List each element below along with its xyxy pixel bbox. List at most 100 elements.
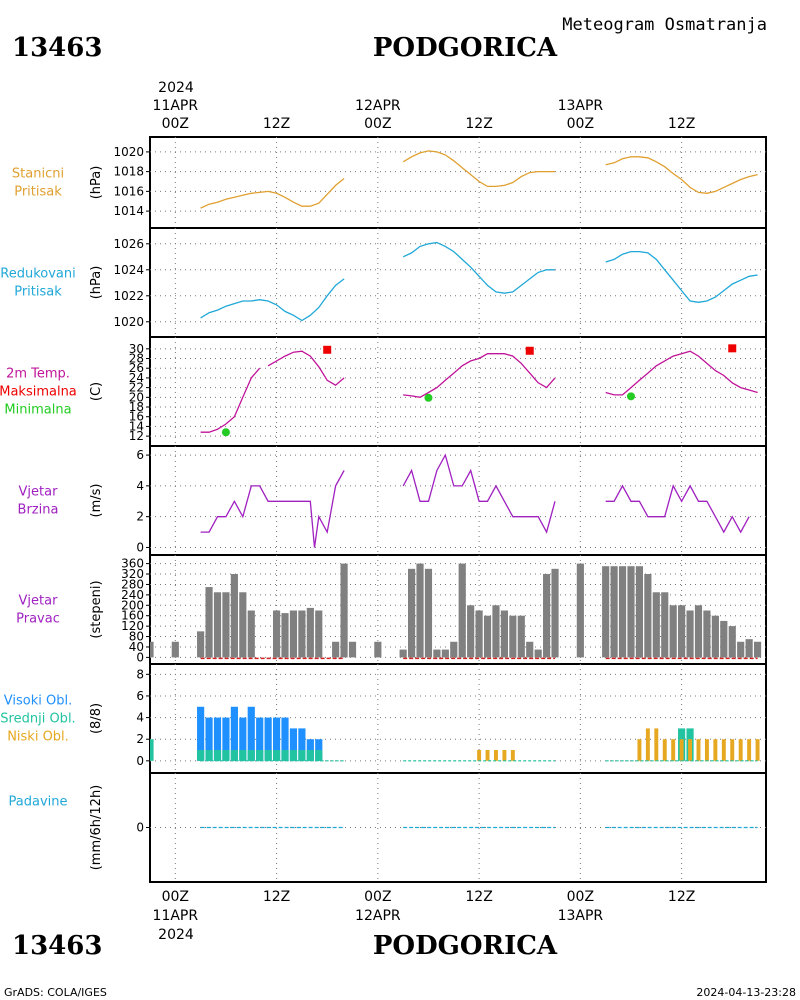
wind-speed-line [605,484,750,534]
panel-label: Visoki Obl. [4,694,72,709]
cloud-low-bar [721,739,726,761]
wind-direction-bar [230,574,238,658]
cloud-mid-bar [197,750,205,761]
time-axis-top: 00Z 12Z 00Z 12Z 00Z 12Z 11APR 12APR 13APR [153,98,696,132]
panel-frame [149,136,767,229]
y-tick-label: 22 [129,381,144,395]
cloud-high-bar [298,728,306,761]
y-tick-label: 6 [136,448,144,462]
panel-label: Niski Obl. [7,730,69,745]
y-tick-label: 160 [121,609,144,623]
cloud-low-bar [747,739,752,761]
panel-reduced_pressure: 1020 1022 1024 1026 (hPa) Redukovani Pritisak [0,227,767,338]
wind-direction-bar [272,610,281,658]
cloud-high-bar [222,717,230,761]
cloud-mid-bar [272,750,281,761]
wind-direction-bar [150,641,154,658]
cloud-high-bar [281,717,289,761]
panel-wind_speed: 0 2 4 6 (m/s) Vjetar Brzina [18,445,767,556]
top-time-tick-label: 12Z [465,116,492,132]
y-tick-label: 1026 [113,237,144,251]
wind-direction-bar [678,605,686,658]
top-day-label: 13APR [558,98,604,114]
cloud-mid-bar [222,750,230,761]
cloud-low-bar [645,728,650,761]
wind-direction-bar [298,610,306,658]
cloud-high-bar [230,706,238,761]
y-tick-label: 0 [136,540,144,554]
reduced-pressure-line [200,278,345,322]
panel-label: 2m Temp. [6,367,70,382]
tmax-marker [728,344,737,353]
cloud-low-bar [510,750,515,761]
cloud-high-bar [197,706,205,761]
cloud-mid-bar [150,739,154,761]
wind-direction-bar [492,605,500,658]
y-tick-label: 0 [136,754,144,768]
top-time-tick-label: 00Z [364,116,391,132]
wind-speed-line [402,453,556,534]
tmin-marker [626,392,635,401]
wind-direction-bar [222,592,230,658]
wind-direction-bar [644,574,652,658]
cloud-mid-bar [247,750,255,761]
wind-direction-bar [424,568,433,658]
plot-area [200,344,758,437]
credit-text: GrADS: COLA/IGES [4,986,107,999]
wind-direction-bar [332,641,340,658]
cloud-mid-bar [298,750,306,761]
cloud-high-bar [213,717,222,761]
wind-direction-bar [703,610,711,658]
panel-label: Srednji Obl. [0,712,75,727]
wind-direction-bar [517,615,525,658]
cloud-mid-bar [256,750,264,761]
year-label-top: 2024 [158,80,194,96]
cloud-mid-bar [264,750,272,761]
panel-clouds: 0 2 4 6 8 (8/8) Visoki Obl. Srednji Obl. Niski O… [0,663,767,774]
wind-direction-bar [458,563,466,658]
wind-direction-bar [340,563,348,658]
wind-direction-bar [602,566,610,658]
y-tick-label: 200 [121,598,144,612]
year-label-bottom: 2024 [158,927,194,943]
bottom-day-label: 12APR [355,908,401,924]
cloud-low-bar [502,750,507,761]
y-tick-label: 8 [136,667,144,681]
y-tick-label: 2 [136,732,144,746]
y-tick-label: 24 [129,371,144,385]
y-tick-label: 1018 [113,165,144,179]
panel-frame [149,445,767,556]
wind-direction-bar [467,605,475,658]
bottom-time-tick-label: 00Z [364,889,391,905]
y-tick-label: 1024 [113,263,144,277]
cloud-low-bar [477,750,482,761]
cloud-mid-bar [205,750,213,761]
panel-label: Pravac [16,612,60,627]
wind-direction-bar [483,615,492,658]
wind-direction-bar [737,641,745,658]
panel-label: Stanicni [12,167,64,182]
cloud-low-bar [755,739,760,761]
wind-direction-bar [753,641,762,658]
top-day-label: 11APR [153,98,199,114]
y-tick-label: 14 [129,419,144,433]
wind-direction-bar [652,592,660,658]
cloud-mid-bar [281,750,289,761]
y-tick-label: 240 [121,588,144,602]
bottom-time-tick-label: 12Z [668,889,695,905]
panel-label: Minimalna [4,403,71,418]
wind-direction-bar [441,649,449,658]
wind-direction-bar [627,566,635,658]
bottom-time-tick-label: 00Z [162,889,189,905]
wind-direction-bar [289,610,298,658]
top-day-label: 12APR [355,98,401,114]
panel-station_pressure: 1014 1016 1018 1020 (hPa) Stanicni Pritisak [12,136,767,229]
cloud-low-bar [730,739,735,761]
wind-direction-bar [348,641,357,658]
tmin-marker [221,428,230,437]
y-tick-label: 16 [129,410,144,424]
station-name-top: PODGORICA [373,33,558,63]
